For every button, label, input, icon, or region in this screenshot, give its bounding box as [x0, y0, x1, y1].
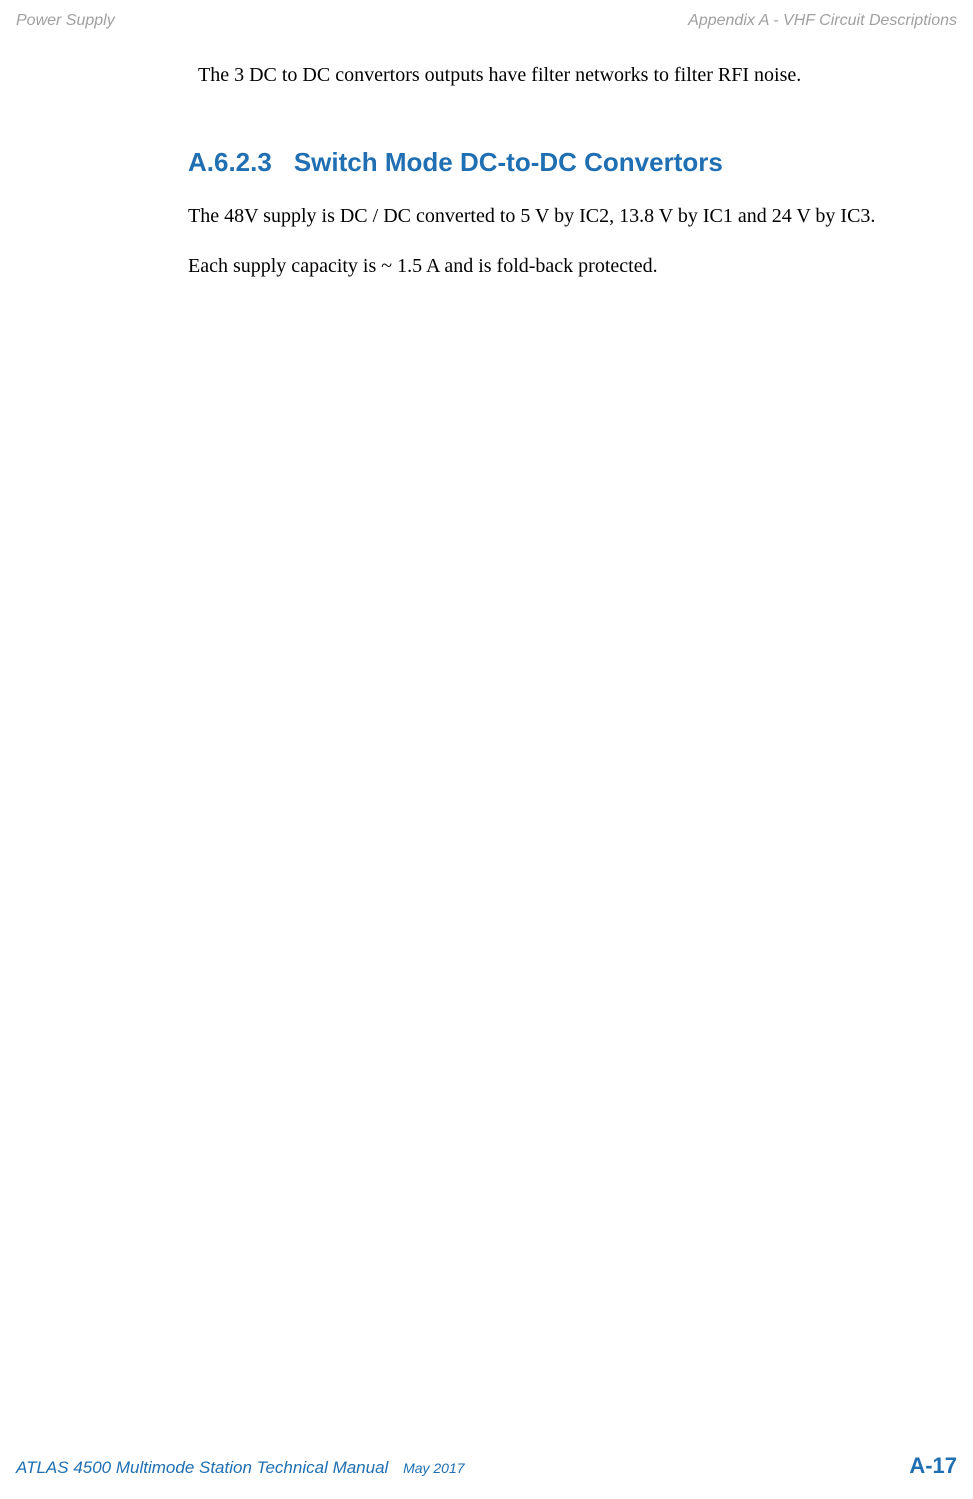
section-number: A.6.2.3: [188, 147, 272, 177]
header-right-text: Appendix A - VHF Circuit Descriptions: [688, 12, 957, 30]
header-left-text: Power Supply: [16, 12, 115, 30]
section-title: Switch Mode DC-to-DC Convertors: [294, 147, 723, 177]
body-paragraph-1: The 48V supply is DC / DC converted to 5…: [188, 202, 903, 230]
body-paragraph-2: Each supply capacity is ~ 1.5 A and is f…: [188, 252, 903, 280]
page-content: The 3 DC to DC convertors outputs have f…: [188, 64, 903, 302]
page-header: Power Supply Appendix A - VHF Circuit De…: [0, 12, 973, 30]
footer-title-text: ATLAS 4500 Multimode Station Technical M…: [16, 1458, 388, 1477]
page-footer: ATLAS 4500 Multimode Station Technical M…: [0, 1453, 973, 1479]
footer-page-number: A-17: [909, 1453, 957, 1479]
section-heading: A.6.2.3 Switch Mode DC-to-DC Convertors: [188, 147, 903, 178]
intro-paragraph: The 3 DC to DC convertors outputs have f…: [198, 64, 903, 87]
footer-date: May 2017: [403, 1460, 464, 1476]
footer-manual-title: ATLAS 4500 Multimode Station Technical M…: [16, 1458, 465, 1478]
